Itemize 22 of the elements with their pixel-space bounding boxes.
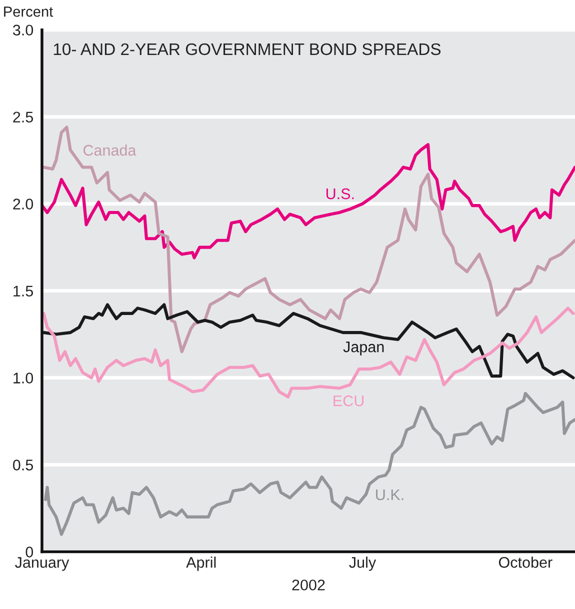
line-series	[42, 143, 575, 260]
line-series	[42, 126, 575, 354]
line-series	[44, 392, 575, 536]
x-tick-label: April	[186, 556, 216, 571]
series-label: U.K.	[376, 490, 404, 500]
y-tick-label: 1.5	[14, 286, 34, 296]
y-axis-title: Percent	[4, 6, 54, 17]
y-tick-label: 1.0	[14, 372, 34, 384]
series-label: Japan	[343, 342, 384, 356]
text: 10- AND 2-YEAR GOVERNMENT BOND SPREADS	[54, 43, 441, 56]
y-tick-label: 2.5	[13, 112, 34, 123]
x-tick-label: July	[349, 556, 376, 571]
series-label: Canada	[83, 144, 136, 156]
series-label: ECU	[334, 395, 364, 406]
x-axis-title: 2002	[292, 580, 325, 590]
series-label: U.S.	[326, 188, 354, 200]
y-tick-label: 0.5	[13, 460, 34, 470]
x-tick-label: October	[498, 556, 552, 568]
y-tick-label: 2.0	[13, 198, 34, 210]
y-tick-label: 0	[26, 546, 34, 558]
y-tick-label: 3.0	[12, 24, 34, 36]
x-tick-label: January	[15, 557, 70, 571]
